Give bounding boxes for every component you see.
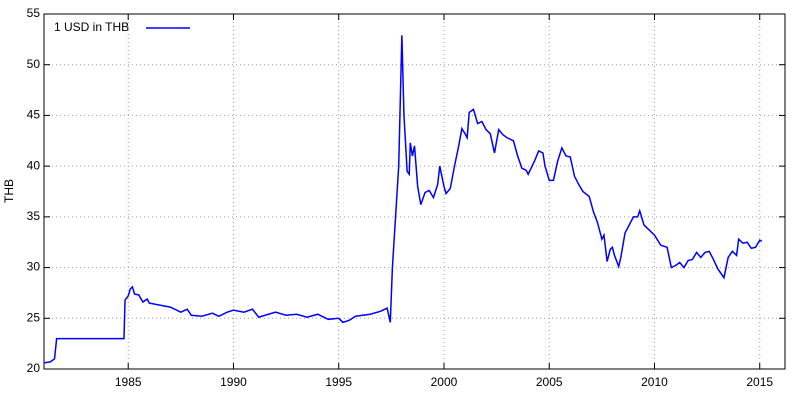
- x-tick-label: 2015: [746, 375, 773, 389]
- y-tick-label: 50: [27, 57, 41, 71]
- legend-label: 1 USD in THB: [54, 20, 129, 34]
- y-tick-label: 55: [27, 6, 41, 20]
- x-tick-label: 2005: [536, 375, 563, 389]
- y-tick-label: 40: [27, 158, 41, 172]
- y-tick-label: 20: [27, 361, 41, 375]
- x-tick-label: 2010: [641, 375, 668, 389]
- plot-frame: [43, 13, 786, 370]
- data-line: [43, 35, 763, 364]
- y-tick-label: 25: [27, 310, 41, 324]
- y-tick-label: 30: [27, 260, 41, 274]
- y-tick-label: 45: [27, 108, 41, 122]
- y-axis-label: THB: [2, 179, 16, 203]
- x-tick-label: 1995: [325, 375, 352, 389]
- y-tick-label: 35: [27, 209, 41, 223]
- x-tick-label: 1990: [220, 375, 247, 389]
- x-tick-label: 1985: [115, 375, 142, 389]
- x-tick-label: 2000: [431, 375, 458, 389]
